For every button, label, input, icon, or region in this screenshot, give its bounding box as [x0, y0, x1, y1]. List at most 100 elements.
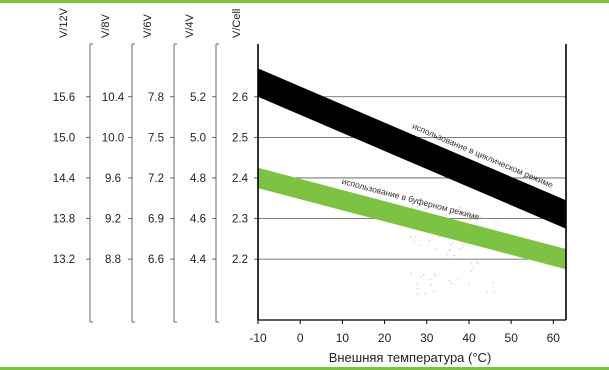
noise-dot [449, 250, 451, 252]
x-tick-label-6: 50 [505, 331, 519, 345]
y-tick-label-4-0: 2.6 [232, 92, 248, 104]
y-tick-label-4-4: 2.2 [232, 254, 248, 266]
noise-dot [486, 291, 488, 293]
y-axis-title-0: V/12V [58, 7, 70, 38]
noise-dot [445, 214, 447, 216]
y-tick-label-1-1: 10.0 [102, 132, 124, 144]
x-tick-label-5: 40 [462, 331, 476, 345]
noise-dot [433, 273, 435, 275]
noise-dot [410, 236, 412, 238]
noise-dot [433, 290, 435, 292]
noise-dot [425, 208, 427, 211]
noise-dot [450, 243, 452, 246]
noise-dot [465, 212, 467, 214]
x-axis-title: Внешняя температура (°C) [329, 350, 492, 365]
x-tick-label-7: 60 [547, 331, 561, 345]
y-axis-title-4: V/Cell [231, 9, 243, 38]
noise-dot [476, 262, 478, 264]
noise-dot [415, 236, 417, 238]
y-axes-layer: 15.6 15.0 14.4 13.8 13.2 V/12V 10.4 10.0 9.6 9.2 8… [53, 7, 258, 323]
noise-dot [452, 241, 454, 243]
x-tick-label-4: 30 [420, 331, 434, 345]
noise-dot [492, 281, 494, 283]
y-tick-label-0-2: 14.4 [53, 173, 76, 185]
y-tick-label-3-0: 5.2 [190, 92, 206, 104]
y-tick-label-4-2: 2.4 [232, 173, 249, 185]
y-tick-label-0-4: 13.2 [53, 254, 75, 266]
noise-dot [470, 262, 472, 264]
noise-dot [468, 211, 470, 213]
y-tick-label-0-1: 15.0 [53, 132, 75, 144]
y-tick-label-4-3: 2.3 [232, 214, 248, 226]
noise-dot [448, 279, 451, 282]
noise-dot [438, 236, 440, 238]
y-tick-label-1-4: 8.8 [105, 254, 121, 266]
noise-dot [434, 248, 436, 250]
noise-dot [457, 279, 459, 281]
noise-dot [459, 248, 461, 250]
y-tick-label-1-2: 9.6 [105, 173, 121, 185]
noise-dot [469, 218, 472, 220]
noise-dot [462, 246, 464, 248]
y-tick-label-1-3: 9.2 [105, 214, 121, 226]
noise-dot [423, 274, 425, 276]
noise-dot [493, 291, 496, 293]
noise-dot [477, 263, 479, 265]
noise-dot [413, 241, 415, 243]
noise-dot [473, 267, 475, 269]
noise-dot [420, 275, 422, 277]
noise-dot [453, 209, 456, 211]
band-layer [258, 68, 566, 270]
noise-dot [428, 239, 430, 241]
noise-dot [476, 216, 478, 218]
y-tick-label-3-2: 4.8 [190, 173, 206, 185]
y-tick-label-4-1: 2.5 [232, 132, 248, 144]
noise-dot [449, 212, 452, 214]
noise-dot [448, 249, 450, 251]
noise-dot [424, 204, 426, 206]
x-tick-label-2: 10 [336, 331, 350, 345]
noise-dot [410, 272, 412, 274]
y-axis-title-3: V/4V [184, 13, 196, 38]
noise-dot [471, 270, 473, 272]
noise-dot [424, 207, 426, 209]
y-tick-label-0-3: 13.8 [53, 214, 75, 226]
x-tick-label-0: -10 [249, 331, 267, 345]
y-tick-label-1-0: 10.4 [102, 92, 125, 104]
y-tick-label-2-2: 7.2 [148, 173, 164, 185]
noise-dot [417, 293, 419, 295]
noise-dot [430, 279, 432, 281]
noise-dot [424, 293, 426, 295]
y-tick-label-2-4: 6.6 [148, 254, 164, 266]
noise-dot [459, 206, 461, 208]
noise-dot [480, 216, 482, 218]
noise-dot [430, 284, 433, 286]
y-axis-title-2: V/6V [142, 13, 154, 38]
noise-dot [416, 283, 418, 285]
noise-dot [468, 282, 470, 284]
noise-dot [416, 206, 418, 208]
noise-dot [462, 244, 464, 246]
noise-dot [416, 287, 418, 289]
y-tick-label-3-1: 5.0 [190, 132, 206, 144]
x-axis-layer: -10 0 10 20 30 40 50 60 [249, 44, 567, 345]
y-tick-label-2-3: 6.9 [148, 214, 164, 226]
noise-dot [447, 253, 449, 256]
y-tick-label-3-3: 4.6 [190, 214, 206, 226]
noise-dot [495, 221, 497, 223]
noise-dot [453, 254, 455, 257]
y-tick-label-0-0: 15.6 [53, 92, 75, 104]
noise-dot [420, 244, 422, 246]
y-tick-label-2-0: 7.8 [148, 92, 164, 104]
noise-dot [485, 217, 487, 219]
y-tick-label-2-1: 7.5 [148, 132, 164, 144]
noise-dot [450, 282, 452, 285]
band-series-1 [258, 167, 566, 270]
top-accent-bar [0, 0, 609, 3]
bottom-accent-bar [0, 367, 609, 370]
x-tick-label-3: 20 [378, 331, 392, 345]
band-series-0 [258, 68, 566, 229]
x-tick-label-1: 0 [297, 331, 304, 345]
noise-dot [435, 274, 437, 276]
